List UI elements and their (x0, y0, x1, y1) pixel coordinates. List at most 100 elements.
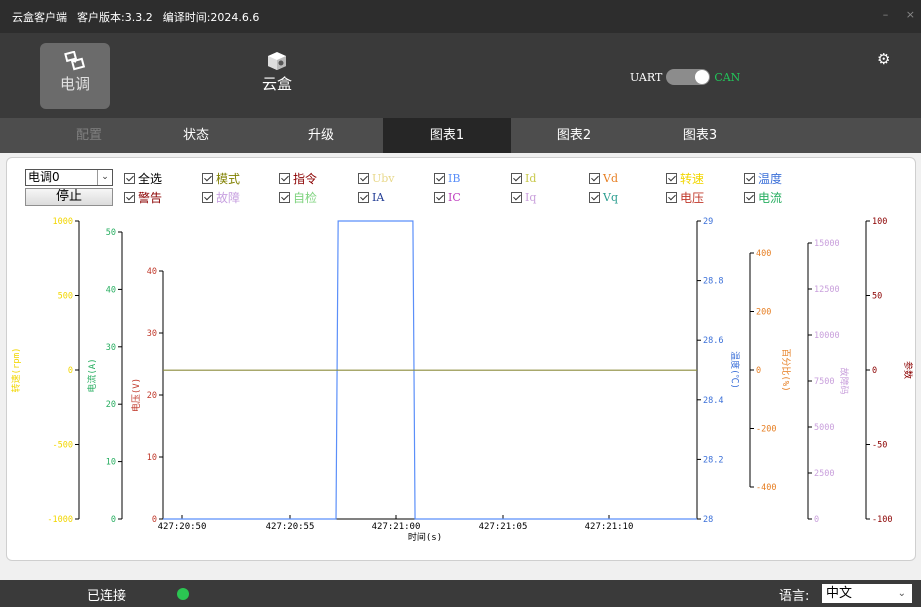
checkbox-item[interactable]: 模式 (202, 170, 240, 186)
x-tick-label: 427:21:10 (585, 522, 634, 532)
checkbox-box[interactable] (279, 172, 290, 184)
title-bar: 云盒客户端 客户版本:3.3.2 编译时间:2024.6.6 – × (0, 0, 921, 33)
axis-tick-label: 40 (147, 267, 157, 277)
x-tick-label: 427:21:00 (372, 522, 421, 532)
checkbox-box[interactable] (124, 172, 135, 184)
axis-tick-label: 0 (872, 366, 877, 376)
checkbox-box[interactable] (202, 172, 213, 184)
device-cloud-box-button[interactable]: 云盒 (242, 43, 312, 109)
checkbox-item[interactable]: IC (434, 189, 461, 205)
axis-tick-label: -1000 (47, 515, 73, 525)
axis-tick-label: 0 (111, 515, 116, 525)
status-bar: 已连接 语言: 中文 ⌄ (0, 580, 921, 607)
axis-tick-label: 10 (106, 458, 116, 468)
checkbox-box[interactable] (202, 191, 213, 203)
window-controls: – × (869, 8, 915, 21)
checkbox-box[interactable] (744, 172, 755, 184)
device-esc-button[interactable]: 电调 (40, 43, 110, 109)
axis-tick-label: -200 (756, 425, 776, 435)
checkbox-box[interactable] (511, 172, 522, 184)
checkbox-item[interactable]: Vq (589, 189, 618, 205)
checkbox-item[interactable]: Ubv (358, 170, 395, 186)
checkbox-box[interactable] (124, 191, 135, 203)
connection-led (177, 588, 189, 600)
language-label: 语言: (779, 589, 810, 604)
esc-select[interactable]: 电调0 ⌄ (25, 169, 113, 186)
x-tick-label: 427:20:50 (158, 522, 207, 532)
checkbox-item[interactable]: 故障 (202, 189, 240, 205)
tab-upgrade[interactable]: 升级 (307, 128, 334, 143)
x-axis-title: 时间(s) (408, 531, 442, 543)
checkbox-label: Ubv (372, 171, 395, 185)
axis-title: 故障码 (838, 367, 850, 394)
checkbox-label: Vd (603, 171, 618, 185)
checkbox-item[interactable]: 温度 (744, 170, 782, 186)
x-tick-label: 427:20:55 (266, 522, 315, 532)
checkbox-label: 电流 (758, 190, 783, 205)
uart-label: UART (630, 70, 663, 84)
chart-canvas: 10005000-500-1000转速(rpm)50403020100电流(A)… (10, 217, 914, 543)
checkbox-box[interactable] (666, 172, 677, 184)
chevron-down-icon: ⌄ (897, 588, 906, 599)
bus-switch: UART CAN (630, 69, 740, 85)
minimize-button[interactable]: – (882, 8, 889, 21)
checkbox-box[interactable] (666, 191, 677, 203)
tab-chart2[interactable]: 图表2 (556, 128, 592, 143)
axis-tick-label: 30 (147, 329, 157, 339)
checkbox-box[interactable] (744, 191, 755, 203)
checkbox-label: 自检 (293, 190, 318, 205)
language-select[interactable]: 中文 ⌄ (822, 584, 912, 603)
close-button[interactable]: × (905, 8, 915, 21)
checkbox-label: 指令 (293, 171, 318, 186)
axis-tick-label: 30 (106, 343, 116, 353)
checkbox-item[interactable]: Id (511, 170, 536, 186)
checkbox-item[interactable]: IB (434, 170, 460, 186)
axis-tick-label: 50 (872, 292, 882, 302)
tab-chart1[interactable]: 图表1 (383, 118, 511, 153)
axis-tick-label: 0 (756, 366, 761, 376)
checkbox-item[interactable]: 电压 (666, 189, 704, 205)
gear-icon[interactable]: ⚙ (877, 50, 891, 68)
axis-tick-label: 28.2 (703, 455, 723, 465)
checkbox-label: 转速 (680, 171, 705, 186)
axis-tick-label: 29 (703, 217, 713, 227)
axis-tick-label: -400 (756, 483, 776, 493)
checkbox-item[interactable]: 全选 (124, 170, 162, 186)
checkbox-box[interactable] (589, 172, 600, 184)
uart-can-toggle[interactable] (666, 69, 711, 85)
checkbox-item[interactable]: 电流 (744, 189, 782, 205)
chart-panel: 电调0 ⌄ 停止 全选 模式 指令 Ubv IB Id Vd 转速 温度警告 故障 自检 IA IC Iq… (6, 157, 916, 561)
axis-tick-label: 40 (106, 285, 116, 295)
checkbox-item[interactable]: 指令 (279, 170, 317, 186)
device-header: 电调 云盒 UART CAN ⚙ (0, 33, 921, 118)
axis-tick-label: 28.6 (703, 336, 723, 346)
axis-tick-label: 0 (814, 515, 819, 525)
tab-config[interactable]: 配置 (75, 128, 102, 143)
checkbox-box[interactable] (358, 172, 369, 184)
stop-button[interactable]: 停止 (25, 188, 113, 206)
checkbox-item[interactable]: 转速 (666, 170, 704, 186)
axis-tick-label: 200 (756, 308, 771, 318)
tab-status[interactable]: 状态 (182, 128, 209, 143)
checkbox-box[interactable] (589, 191, 600, 203)
checkbox-item[interactable]: 警告 (124, 189, 162, 205)
checkbox-box[interactable] (358, 191, 369, 203)
checkbox-item[interactable]: 自检 (279, 189, 317, 205)
axis-tick-label: 28.8 (703, 277, 723, 287)
axis-title: 百分比(%) (780, 348, 792, 391)
checkbox-box[interactable] (434, 191, 445, 203)
checkbox-box[interactable] (434, 172, 445, 184)
checkbox-item[interactable]: IA (358, 189, 384, 205)
checkbox-box[interactable] (279, 191, 290, 203)
axis-tick-label: -50 (872, 441, 887, 451)
axis-tick-label: 7500 (814, 377, 834, 387)
checkbox-label: Id (525, 171, 537, 185)
axis-tick-label: 10000 (814, 331, 840, 341)
language-value: 中文 (826, 586, 853, 601)
checkbox-item[interactable]: Vd (589, 170, 618, 186)
checkbox-item[interactable]: Iq (511, 189, 536, 205)
tab-chart3[interactable]: 图表3 (682, 128, 718, 143)
checkbox-box[interactable] (511, 191, 522, 203)
checkbox-label: 警告 (138, 190, 163, 205)
device-cloud-box-label: 云盒 (261, 75, 292, 93)
